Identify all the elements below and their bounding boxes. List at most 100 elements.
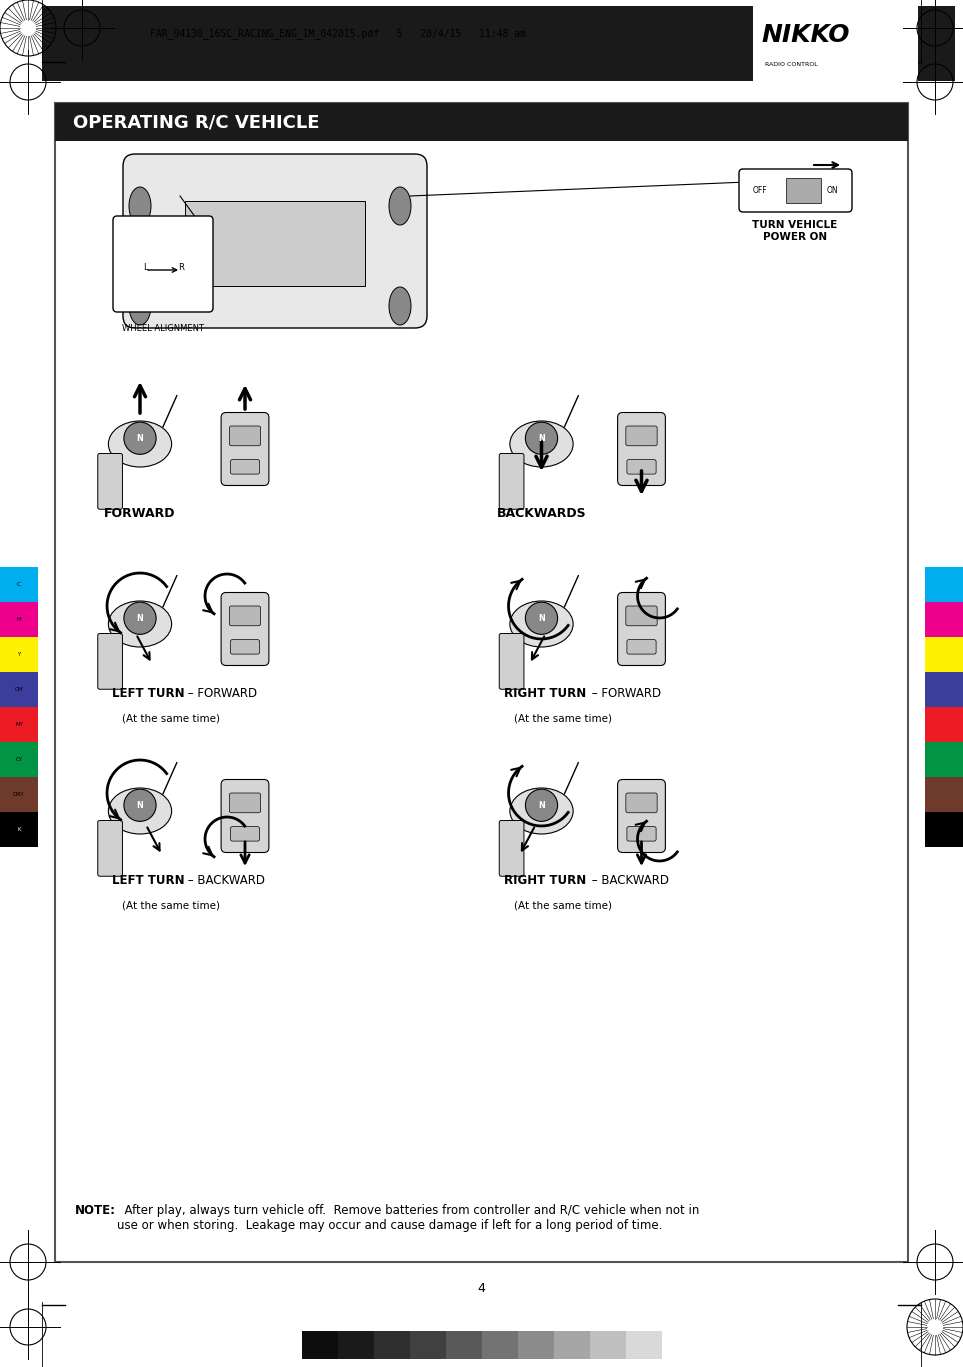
- Bar: [337, 1331, 374, 1359]
- Text: N: N: [137, 433, 143, 443]
- Text: N: N: [538, 801, 545, 809]
- FancyBboxPatch shape: [98, 454, 122, 510]
- Text: – FORWARD: – FORWARD: [588, 688, 662, 700]
- Text: Y: Y: [17, 652, 20, 658]
- Text: CMY: CMY: [13, 793, 25, 797]
- Text: NOTE:: NOTE:: [75, 1204, 116, 1217]
- Text: (At the same time): (At the same time): [513, 899, 612, 910]
- Text: 4: 4: [478, 1282, 485, 1296]
- Circle shape: [124, 422, 156, 454]
- Text: N: N: [538, 614, 545, 623]
- Text: FAR_94130_16SC_RACING_ENG_IM_042015.pdf   5   20/4/15   11:48 am: FAR_94130_16SC_RACING_ENG_IM_042015.pdf …: [150, 27, 526, 38]
- FancyBboxPatch shape: [617, 413, 665, 485]
- Text: WHEEL ALIGNMENT: WHEEL ALIGNMENT: [122, 324, 204, 334]
- Text: C: C: [17, 582, 21, 588]
- FancyBboxPatch shape: [499, 454, 524, 510]
- FancyBboxPatch shape: [113, 216, 213, 312]
- Bar: [0, 778, 38, 812]
- Ellipse shape: [509, 601, 573, 647]
- Bar: [409, 1331, 446, 1359]
- Ellipse shape: [109, 421, 171, 468]
- Text: LEFT TURN: LEFT TURN: [112, 874, 185, 887]
- Bar: [517, 1331, 554, 1359]
- Bar: [0, 742, 38, 778]
- Circle shape: [124, 601, 156, 634]
- Bar: [925, 778, 963, 812]
- Ellipse shape: [509, 421, 573, 468]
- FancyBboxPatch shape: [627, 640, 656, 653]
- FancyBboxPatch shape: [626, 606, 657, 626]
- Text: N: N: [137, 801, 143, 809]
- Ellipse shape: [109, 601, 171, 647]
- Bar: [42, 5, 955, 81]
- Bar: [753, 5, 918, 81]
- Circle shape: [124, 789, 156, 822]
- Text: LEFT TURN: LEFT TURN: [112, 688, 185, 700]
- FancyBboxPatch shape: [98, 820, 122, 876]
- Ellipse shape: [129, 287, 151, 325]
- Text: – BACKWARD: – BACKWARD: [588, 874, 669, 887]
- Bar: [446, 1331, 482, 1359]
- Text: (At the same time): (At the same time): [122, 714, 220, 723]
- Circle shape: [526, 422, 558, 454]
- Bar: [589, 1331, 626, 1359]
- Text: RIGHT TURN: RIGHT TURN: [504, 688, 586, 700]
- Text: K: K: [17, 827, 21, 833]
- Text: RADIO CONTROL: RADIO CONTROL: [765, 62, 818, 67]
- Bar: [925, 637, 963, 673]
- Bar: [0, 567, 38, 603]
- FancyBboxPatch shape: [230, 827, 260, 841]
- Text: M: M: [16, 618, 21, 622]
- Text: RIGHT TURN: RIGHT TURN: [504, 874, 586, 887]
- FancyBboxPatch shape: [221, 413, 269, 485]
- Bar: [482, 1331, 517, 1359]
- FancyBboxPatch shape: [626, 793, 657, 813]
- FancyBboxPatch shape: [221, 592, 269, 666]
- Bar: [0, 637, 38, 673]
- FancyBboxPatch shape: [626, 427, 657, 446]
- Bar: [786, 178, 821, 204]
- Text: CY: CY: [15, 757, 22, 763]
- Bar: [301, 1331, 337, 1359]
- Ellipse shape: [389, 187, 411, 226]
- Ellipse shape: [129, 187, 151, 226]
- Text: N: N: [137, 614, 143, 623]
- Text: L: L: [143, 262, 147, 272]
- Text: CM: CM: [14, 688, 23, 692]
- Text: TURN VEHICLE
POWER ON: TURN VEHICLE POWER ON: [752, 220, 838, 242]
- Text: – FORWARD: – FORWARD: [184, 688, 257, 700]
- Bar: [925, 567, 963, 603]
- FancyBboxPatch shape: [229, 427, 261, 446]
- Text: NIKKO: NIKKO: [761, 22, 849, 46]
- FancyBboxPatch shape: [229, 793, 261, 813]
- Text: OFF: OFF: [753, 186, 768, 195]
- Text: OPERATING R/C VEHICLE: OPERATING R/C VEHICLE: [73, 113, 320, 131]
- FancyBboxPatch shape: [627, 459, 656, 474]
- Text: R: R: [178, 262, 184, 272]
- Ellipse shape: [109, 787, 171, 834]
- Bar: [925, 707, 963, 742]
- Text: N: N: [538, 433, 545, 443]
- FancyBboxPatch shape: [98, 633, 122, 689]
- Bar: [925, 812, 963, 848]
- Bar: [626, 1331, 662, 1359]
- Text: FORWARD: FORWARD: [104, 507, 176, 519]
- Bar: [55, 103, 908, 141]
- FancyBboxPatch shape: [499, 820, 524, 876]
- Text: (At the same time): (At the same time): [513, 714, 612, 723]
- Bar: [925, 673, 963, 707]
- FancyBboxPatch shape: [627, 827, 656, 841]
- FancyBboxPatch shape: [221, 779, 269, 853]
- Text: After play, always turn vehicle off.  Remove batteries from controller and R/C v: After play, always turn vehicle off. Rem…: [117, 1204, 699, 1232]
- Text: (At the same time): (At the same time): [122, 899, 220, 910]
- Text: – BACKWARD: – BACKWARD: [184, 874, 265, 887]
- Ellipse shape: [389, 287, 411, 325]
- Bar: [0, 707, 38, 742]
- Circle shape: [526, 601, 558, 634]
- Text: MY: MY: [15, 722, 23, 727]
- Circle shape: [526, 789, 558, 822]
- Bar: [185, 201, 365, 286]
- Bar: [925, 603, 963, 637]
- Bar: [925, 742, 963, 778]
- FancyBboxPatch shape: [617, 592, 665, 666]
